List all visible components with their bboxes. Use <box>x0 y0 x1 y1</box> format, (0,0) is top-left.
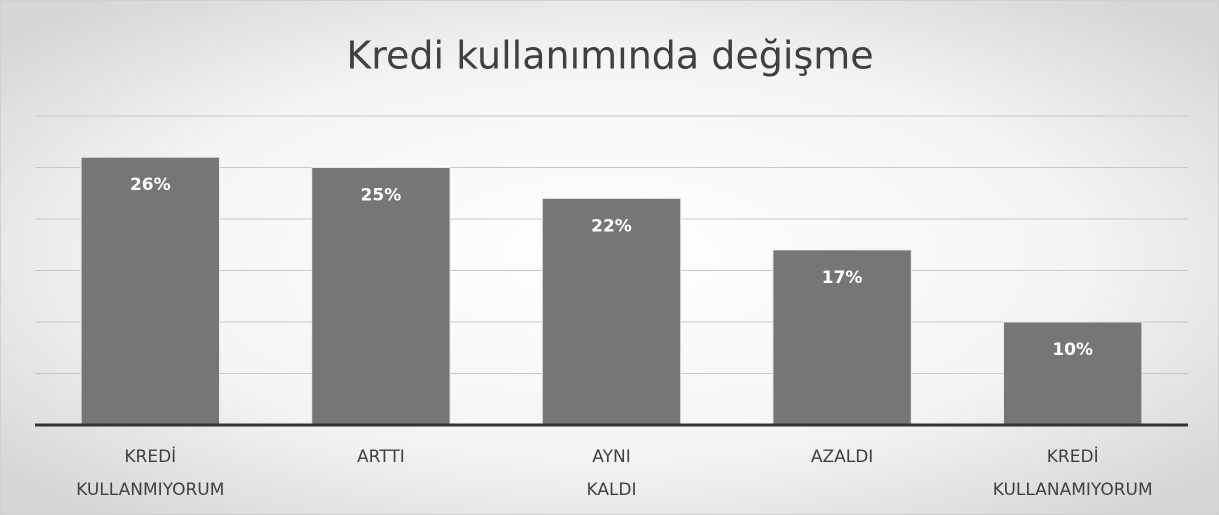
data-label: 17% <box>822 268 863 288</box>
data-label: 25% <box>361 186 402 206</box>
bar <box>772 249 912 426</box>
x-tick-label: KREDİ KULLANMIYORUM <box>76 446 224 500</box>
bar <box>311 167 451 426</box>
bar <box>541 197 682 426</box>
data-label: 10% <box>1052 340 1093 360</box>
chart-title: Kredi kullanımında değişme <box>346 34 873 78</box>
data-label: 22% <box>591 216 632 236</box>
x-tick-label: KREDİ KULLANAMIYORUM <box>993 446 1153 500</box>
x-tick-label: ARTTI <box>357 447 405 467</box>
x-tick-label: AZALDI <box>811 447 873 467</box>
bar <box>80 156 220 426</box>
data-label: 26% <box>130 175 171 195</box>
x-tick-label: AYNI KALDI <box>586 447 636 500</box>
bar <box>1003 321 1143 426</box>
